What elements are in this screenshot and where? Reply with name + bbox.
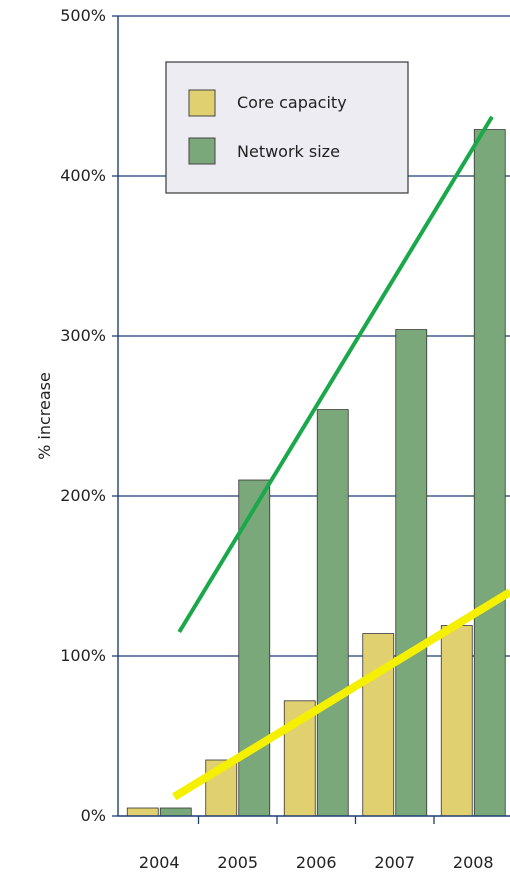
bar-core-capacity-2007 <box>362 633 395 817</box>
legend: Core capacity Network size <box>165 61 409 194</box>
bar-network-size-2006 <box>316 409 349 817</box>
legend-label-network-size: Network size <box>237 142 340 161</box>
y-tick-label-0: 0% <box>81 806 106 825</box>
bar-core-capacity-2008 <box>440 625 473 817</box>
trend-lines <box>172 115 510 801</box>
y-axis-title: % increase <box>35 372 54 460</box>
bar-core-capacity-2004 <box>126 807 159 817</box>
y-tick-label-2: 200% <box>60 486 106 505</box>
bars <box>126 129 506 817</box>
y-tick-label-5: 500% <box>60 6 106 25</box>
legend-swatch-network-size <box>188 137 216 165</box>
legend-label-core-capacity: Core capacity <box>237 93 347 112</box>
x-tick-label-2004: 2004 <box>139 853 180 872</box>
bar-network-size-2004 <box>159 807 192 817</box>
bar-network-size-2005 <box>238 479 271 817</box>
y-tick-label-4: 400% <box>60 166 106 185</box>
x-tick-label-2007: 2007 <box>374 853 415 872</box>
axes <box>117 16 510 817</box>
bar-network-size-2007 <box>395 329 428 817</box>
trend-line-network-size <box>177 115 494 634</box>
x-tick-labels: 2004 2005 2006 2007 2008 <box>139 816 494 872</box>
y-tick-label-3: 300% <box>60 326 106 345</box>
bar-network-size-2008 <box>473 129 506 817</box>
legend-swatch-core-capacity <box>188 89 216 117</box>
y-tick-label-1: 100% <box>60 646 106 665</box>
x-tick-label-2008: 2008 <box>453 853 494 872</box>
legend-box <box>165 61 409 194</box>
trend-line-core-capacity <box>172 588 510 801</box>
x-tick-label-2006: 2006 <box>296 853 337 872</box>
y-tick-labels: 0% 100% 200% 300% 400% 500% <box>60 6 118 825</box>
x-tick-label-2005: 2005 <box>217 853 258 872</box>
